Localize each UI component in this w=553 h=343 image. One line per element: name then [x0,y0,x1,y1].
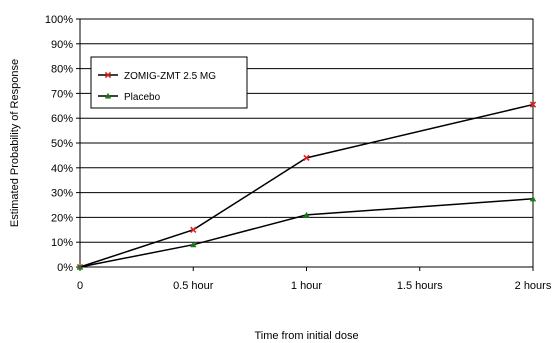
legend-label: ZOMIG-ZMT 2.5 MG [124,71,216,82]
series-layer [76,101,537,271]
legend-box [90,56,248,109]
data-point-x-marker [104,71,112,79]
legend-items: ZOMIG-ZMT 2.5 MG Placebo [98,71,216,103]
legend-item: ZOMIG-ZMT 2.5 MG [98,71,216,82]
legend: ZOMIG-ZMT 2.5 MG Placebo [90,56,248,109]
data-point-x-marker [190,226,197,233]
y-tick-label: 20% [51,212,73,224]
y-tick-label: 100% [45,14,73,26]
x-tick-label: 1.5 hours [397,280,443,292]
x-axis-title: Time from initial dose [254,330,358,342]
y-tick-label: 80% [51,64,73,76]
y-tick-label: 90% [51,39,73,51]
series-line [79,103,534,268]
y-tick-label: 10% [51,237,73,249]
data-point-triangle-marker [303,211,310,218]
y-axis-title: Estimated Probability of Response [9,59,21,227]
legend-item: Placebo [98,92,161,103]
data-point-triangle-marker [76,263,84,270]
series-1 [76,101,537,271]
y-axis-ticks: 0% 10% 20% 30% 40% 50% 60% 70% 80% 90% 100% [45,14,80,274]
y-tick-label: 40% [51,163,73,175]
y-tick-label: 70% [51,88,73,100]
x-tick-label: 0.5 hour [173,280,214,292]
x-tick-label: 0 [77,280,83,292]
series-2 [76,195,537,270]
data-point-x-marker [529,101,537,108]
y-tick-label: 60% [51,113,73,125]
y-tick-label: 0% [57,262,73,274]
x-tick-label: 2 hours [515,280,552,292]
data-point-x-marker [303,154,310,162]
data-point-triangle-marker [529,195,537,202]
y-tick-label: 30% [51,188,73,200]
data-point-triangle-marker [190,241,197,248]
legend-label: Placebo [124,92,161,103]
x-axis-ticks: 0 0.5 hour 1 hour 1.5 hours 2 hours [77,267,552,292]
y-tick-label: 50% [51,138,73,150]
data-point-triangle-marker [104,92,112,99]
x-tick-label: 1 hour [291,280,323,292]
series-line [79,198,534,268]
